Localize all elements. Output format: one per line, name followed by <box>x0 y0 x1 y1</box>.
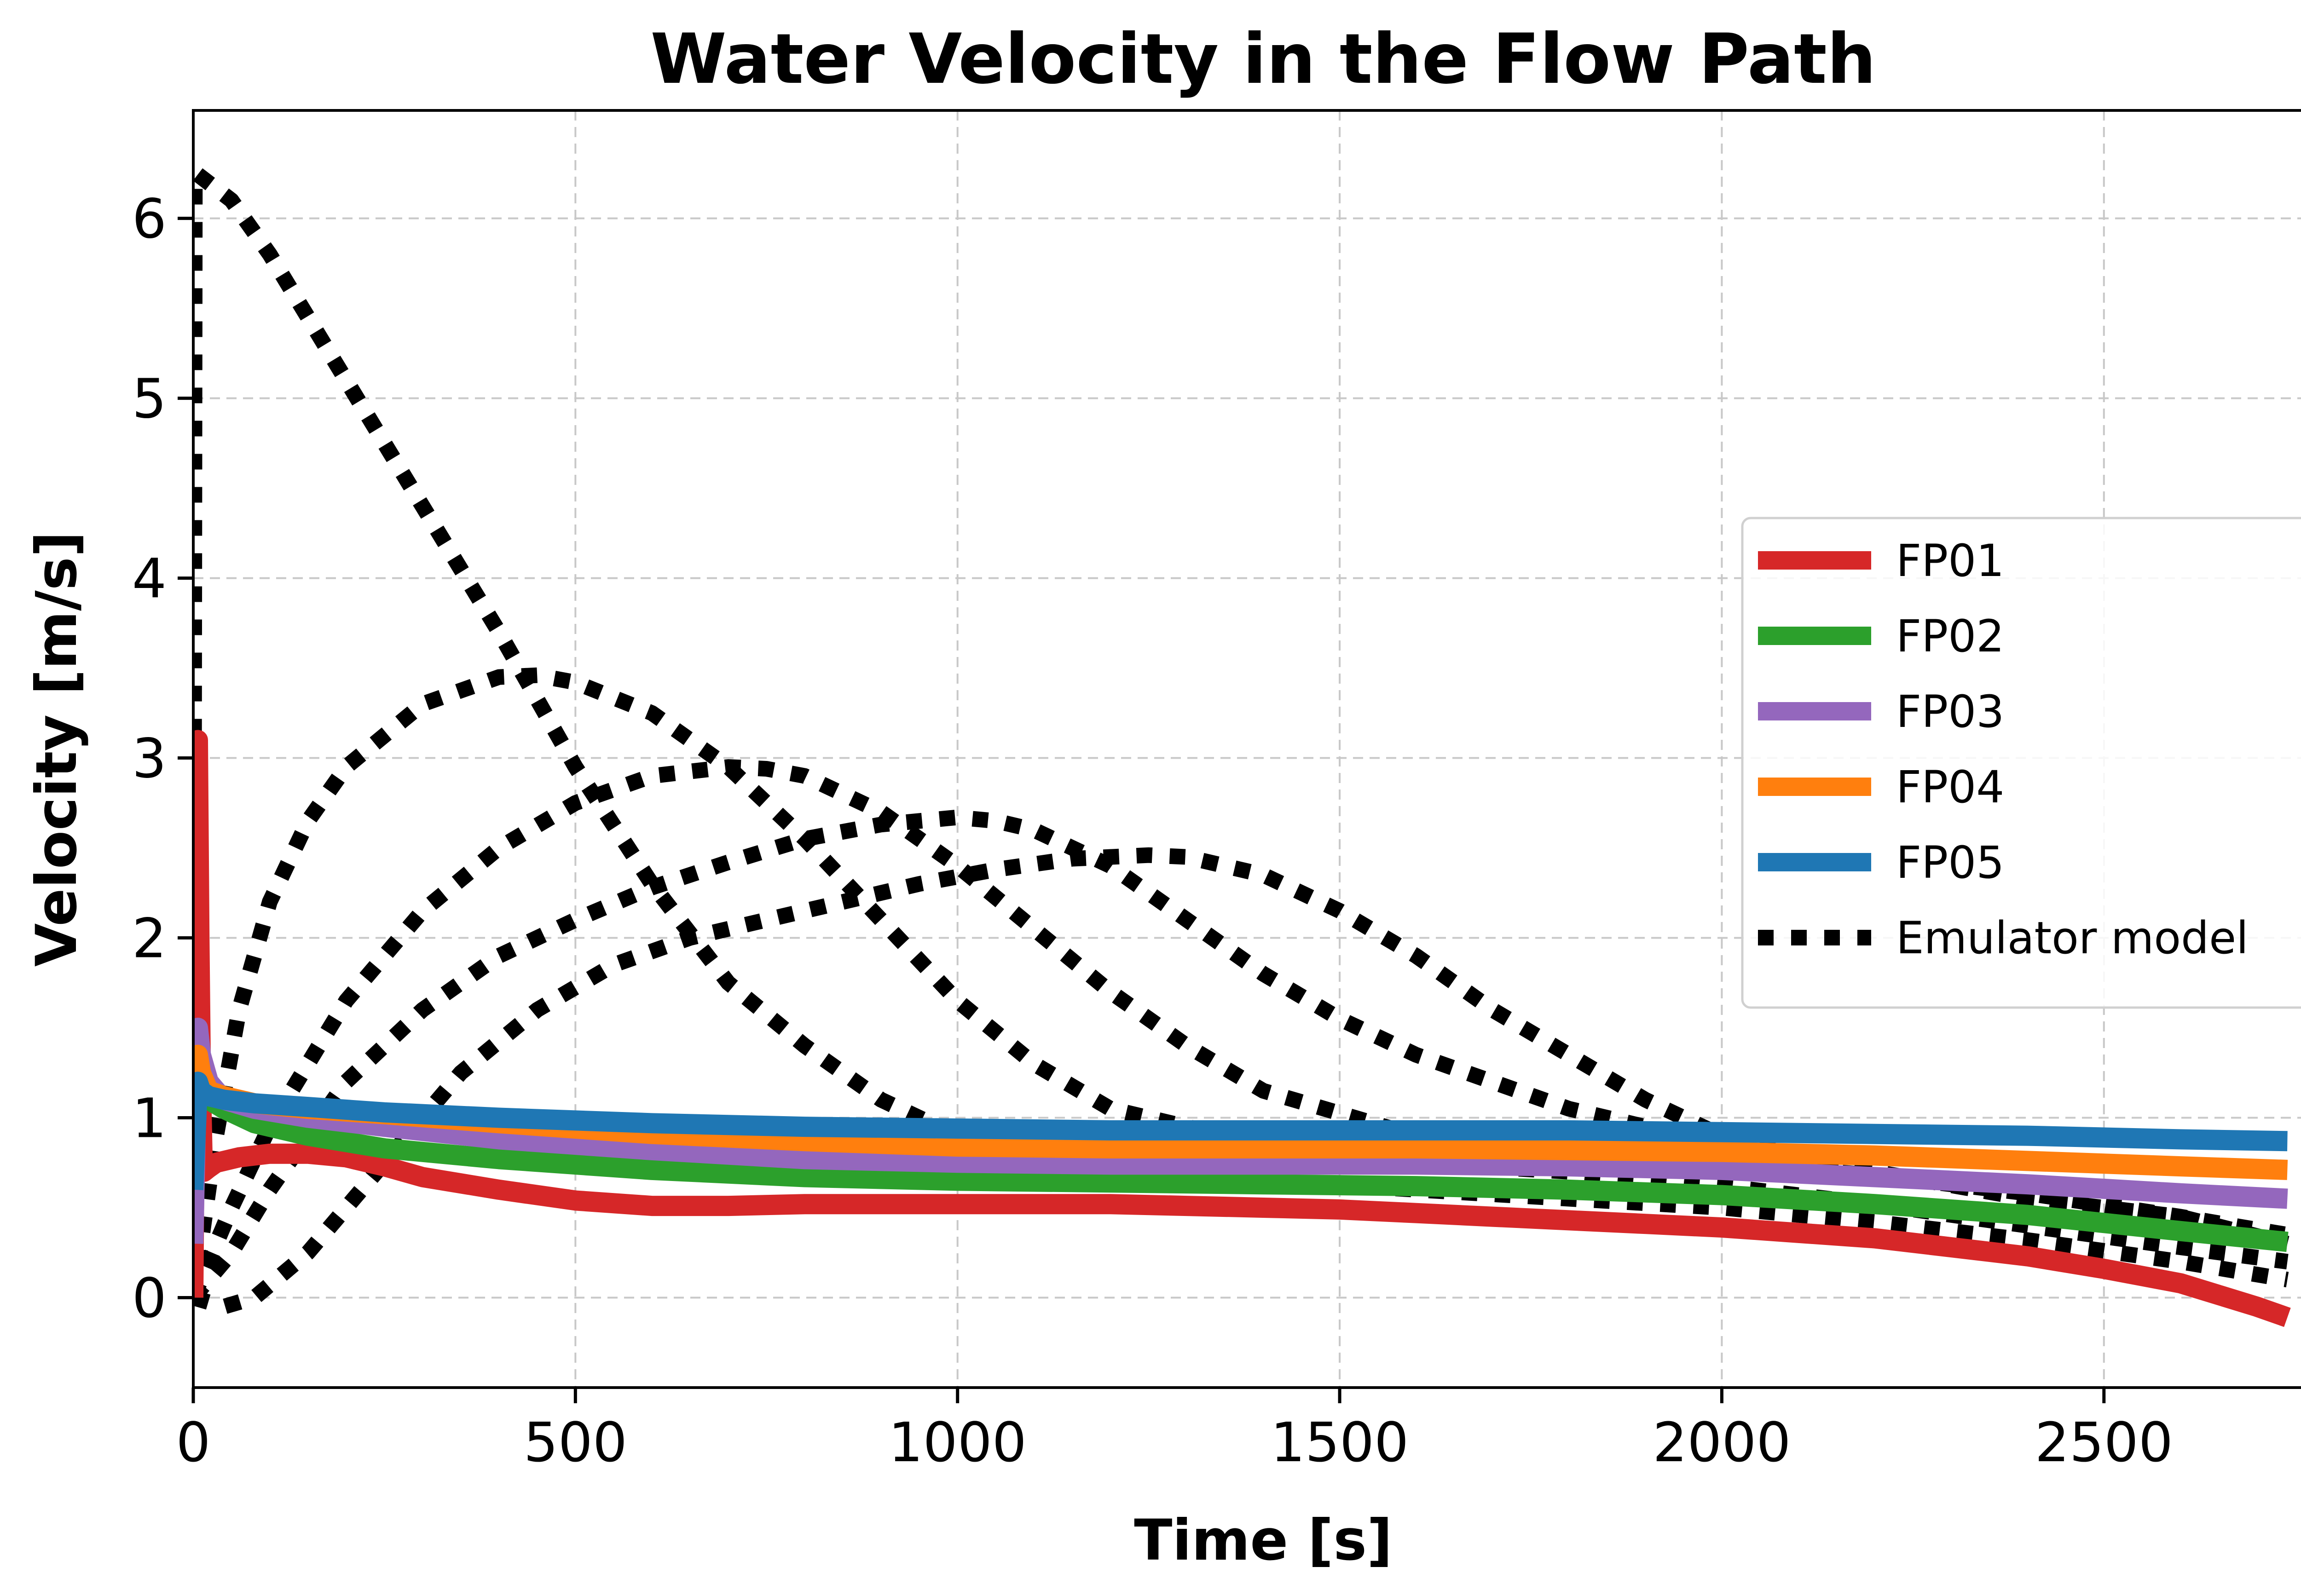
y-tick-label-3: 3 <box>132 727 167 790</box>
y-tick-label-6: 6 <box>132 187 167 251</box>
y-axis-label: Velocity [m/s] <box>24 531 89 967</box>
x-tick-label-5: 2500 <box>2035 1411 2173 1474</box>
y-tick-label-0: 0 <box>132 1267 167 1330</box>
series-line-5 <box>193 165 2289 1298</box>
x-axis-label: Time [s] <box>1134 1508 1393 1573</box>
axis-ticks: 0 500 1000 1500 2000 2500 0 1 2 3 4 5 6 <box>132 187 2173 1474</box>
legend-label-1: FP02 <box>1896 611 2004 662</box>
legend-label-5: Emulator model <box>1896 912 2249 964</box>
chart-title: Water Velocity in the Flow Path <box>650 19 1876 99</box>
series-line-4 <box>193 1072 2288 1190</box>
y-tick-label-4: 4 <box>132 547 167 611</box>
legend-label-3: FP04 <box>1896 761 2004 813</box>
legend-label-2: FP03 <box>1896 686 2004 738</box>
legend: FP01 FP02 FP03 FP04 FP05 Emulator model <box>1741 517 2301 1009</box>
legend-box <box>1741 517 2301 1009</box>
x-tick-label-2: 1000 <box>889 1411 1027 1474</box>
x-tick-label-3: 1500 <box>1271 1411 1409 1474</box>
series-line-9 <box>193 847 2289 1315</box>
series-lines <box>193 165 2291 1327</box>
x-tick-label-4: 2000 <box>1653 1411 1791 1474</box>
y-tick-label-1: 1 <box>132 1087 167 1150</box>
x-tick-label-0: 0 <box>176 1411 210 1474</box>
y-tick-label-2: 2 <box>132 907 167 970</box>
series-line-8 <box>193 809 2289 1303</box>
y-tick-label-5: 5 <box>132 367 167 431</box>
legend-label-0: FP01 <box>1896 535 2004 587</box>
x-tick-label-1: 500 <box>524 1411 627 1474</box>
plot-frame <box>192 109 2301 1389</box>
legend-label-4: FP05 <box>1896 837 2004 888</box>
series-line-0 <box>193 730 2291 1327</box>
